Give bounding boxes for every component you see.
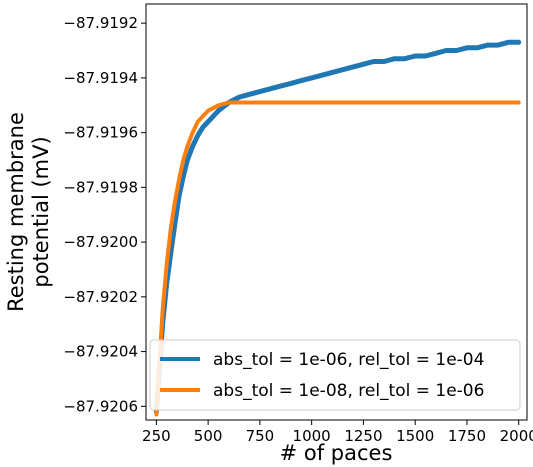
x-tick-label: 750 <box>246 427 275 445</box>
series-line-1 <box>153 39 522 415</box>
y-axis-label-line-2: potential (mV) <box>29 136 53 287</box>
plot-frame <box>145 3 528 421</box>
y-tick-label: −87.9192 <box>63 14 138 32</box>
x-tick-label: 1000 <box>293 427 331 445</box>
series-layer <box>153 39 522 417</box>
x-tick-label: 1500 <box>396 427 434 445</box>
y-tick-label: −87.9196 <box>63 124 138 142</box>
legend: abs_tol = 1e-06, rel_tol = 1e-04 abs_tol… <box>149 339 521 411</box>
y-tick-label: −87.9198 <box>63 178 138 196</box>
y-tick-label: −87.9202 <box>63 288 138 306</box>
legend-label-series-1: abs_tol = 1e-06, rel_tol = 1e-04 <box>213 350 484 370</box>
y-tick-label: −87.9204 <box>63 343 138 361</box>
y-tick-label: −87.9206 <box>63 397 138 415</box>
x-axis-label: # of paces <box>280 441 393 465</box>
y-axis: −87.9192 −87.9194 −87.9196 −87.9198 −87.9200… <box>63 14 146 415</box>
x-tick-label: 250 <box>142 427 171 445</box>
y-axis-label: Resting membrane potential (mV) <box>4 112 53 312</box>
x-axis: 250 500 750 1000 1250 1500 1750 2000 <box>142 420 533 445</box>
x-tick-label: 2000 <box>500 427 533 445</box>
x-tick-label: 500 <box>194 427 223 445</box>
y-axis-label-line-1: Resting membrane <box>4 112 28 312</box>
series-line-2 <box>154 100 521 417</box>
x-tick-label: 1750 <box>448 427 486 445</box>
x-tick-label: 1250 <box>344 427 382 445</box>
legend-label-series-2: abs_tol = 1e-08, rel_tol = 1e-06 <box>213 381 484 401</box>
y-tick-label: −87.9200 <box>63 233 138 251</box>
y-tick-label: −87.9194 <box>63 69 138 87</box>
legend-box <box>149 339 521 411</box>
